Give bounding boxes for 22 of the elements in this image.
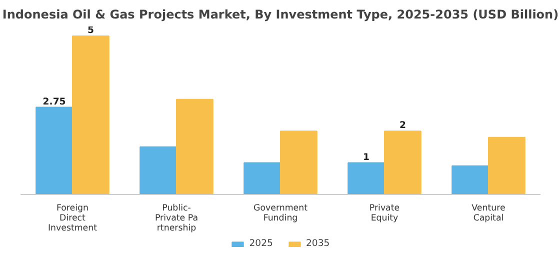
legend-label: 2025 <box>249 238 273 249</box>
x-tick-label: Government Funding <box>254 203 308 224</box>
bar <box>348 162 385 195</box>
bar <box>280 130 318 195</box>
data-label: 2.75 <box>42 96 66 108</box>
bar <box>452 165 489 195</box>
bar <box>140 146 177 195</box>
x-tick-label: Public- Private Pa rtnership <box>154 203 198 234</box>
bar <box>36 106 73 195</box>
bar <box>244 162 281 195</box>
data-label: 2 <box>399 120 406 132</box>
chart-title: Indonesia Oil & Gas Projects Market, By Investment Type, 2025-2035 (USD Billion) <box>2 8 559 22</box>
bar <box>72 36 110 195</box>
bar <box>384 130 422 195</box>
x-tick-label: Venture Capital <box>472 203 506 224</box>
x-tick-label: Private Equity <box>369 203 400 224</box>
data-label: 5 <box>87 25 94 36</box>
bar <box>176 98 214 195</box>
data-label: 1 <box>363 152 370 163</box>
x-tick-label: Foreign Direct Investment <box>48 203 98 234</box>
bar <box>488 136 526 195</box>
legend-label: 2035 <box>306 238 330 249</box>
